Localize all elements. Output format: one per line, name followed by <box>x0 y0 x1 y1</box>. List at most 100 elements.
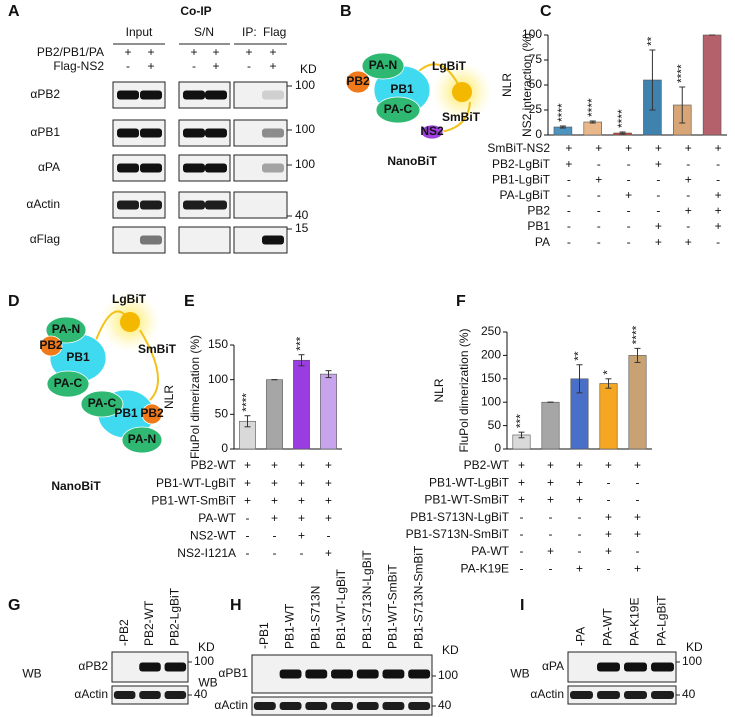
bar <box>266 379 283 450</box>
y-tick-label: 150 <box>208 337 228 351</box>
sign: - <box>300 546 304 560</box>
subunit-label: PB2 <box>39 338 63 352</box>
condition-label: PB2-LgBiT <box>492 157 551 171</box>
sign: - <box>636 544 640 558</box>
band <box>331 702 353 710</box>
bar <box>320 373 337 450</box>
lane-label: -PA <box>574 627 588 646</box>
y-axis-label: FluPol dimerization (%) <box>188 335 202 459</box>
sign: - <box>607 475 611 489</box>
kd-value: 40 <box>295 208 309 222</box>
sign: + <box>147 45 154 59</box>
band <box>117 163 139 173</box>
wb-label: WB <box>22 667 41 681</box>
band <box>205 163 227 173</box>
band <box>356 702 379 710</box>
condition-label: PA-LgBiT <box>500 188 551 202</box>
significance: *** <box>294 336 308 350</box>
sign: - <box>636 475 640 489</box>
band <box>140 90 162 100</box>
bar <box>293 359 310 450</box>
sign: + <box>715 219 722 233</box>
subunit-label: PB2 <box>346 74 370 88</box>
sign: - <box>597 219 601 233</box>
y-tick-label: 100 <box>522 27 542 41</box>
group-label: S/N <box>194 25 214 39</box>
sign: + <box>298 458 305 472</box>
sign: - <box>567 204 571 218</box>
subunit <box>420 124 444 140</box>
band <box>140 128 162 138</box>
sign: + <box>634 458 641 472</box>
antibody-label: αActin <box>26 197 60 211</box>
band <box>356 669 379 679</box>
significance: **** <box>615 109 629 128</box>
significance: **** <box>630 325 644 344</box>
blot <box>233 154 288 182</box>
nanobit-label: NanoBiT <box>387 154 437 168</box>
condition-label: PB1-WT-LgBiT <box>156 476 237 490</box>
y-tick-label: 50 <box>215 407 229 421</box>
band <box>117 200 139 210</box>
sign: - <box>578 510 582 524</box>
group-label: IP: <box>242 25 257 39</box>
band <box>164 691 187 699</box>
condition-label: PA-K19E <box>461 561 509 575</box>
subunit-label: PA-N <box>52 322 80 336</box>
band <box>164 662 187 672</box>
significance: **** <box>674 64 688 83</box>
panel-letter: H <box>230 597 242 614</box>
sign: + <box>147 59 154 73</box>
lane-label: PA-LgBiT <box>655 595 669 646</box>
sign: + <box>655 235 662 249</box>
subunit <box>80 390 124 418</box>
kd-label: KD <box>442 643 459 657</box>
sign: + <box>655 141 662 155</box>
sign: - <box>520 561 524 575</box>
subunit <box>39 335 63 357</box>
sign: - <box>686 188 690 202</box>
sign: - <box>716 172 720 186</box>
bar <box>599 383 618 450</box>
sign: - <box>246 546 250 560</box>
axis-title: NLR <box>432 378 446 402</box>
panel-letter: E <box>184 293 195 310</box>
lane-label: PB2-WT <box>142 600 156 646</box>
sign: - <box>627 204 631 218</box>
blot <box>233 119 288 147</box>
sign: + <box>244 493 251 507</box>
band <box>331 669 353 679</box>
sign: - <box>567 188 571 202</box>
sign: - <box>656 172 660 186</box>
sign: - <box>578 544 582 558</box>
y-axis-label: FluPol dimerization (%) <box>457 328 471 452</box>
band <box>279 669 302 679</box>
band <box>262 235 284 245</box>
band <box>205 128 227 138</box>
sign: - <box>567 219 571 233</box>
sign: - <box>246 511 250 525</box>
sign: - <box>716 157 720 171</box>
band <box>183 128 205 138</box>
sign: + <box>605 527 612 541</box>
sign: - <box>549 510 553 524</box>
sign: + <box>715 204 722 218</box>
y-tick-label: 0 <box>221 441 228 455</box>
sign: + <box>605 458 612 472</box>
sign: + <box>325 458 332 472</box>
band <box>305 669 328 679</box>
sign: - <box>247 59 251 73</box>
sign: + <box>595 172 602 186</box>
sign: - <box>578 527 582 541</box>
band <box>624 662 647 672</box>
lane-label: PB2-LgBiT <box>168 587 182 646</box>
sign: + <box>576 475 583 489</box>
significance: ** <box>645 36 659 46</box>
band <box>408 669 431 679</box>
condition-label: PB1-S713N-SmBiT <box>406 527 510 541</box>
bar <box>702 34 722 136</box>
sign: + <box>685 235 692 249</box>
condition-label: PB1 <box>527 219 550 233</box>
sign: - <box>636 493 640 507</box>
bar <box>628 355 647 450</box>
